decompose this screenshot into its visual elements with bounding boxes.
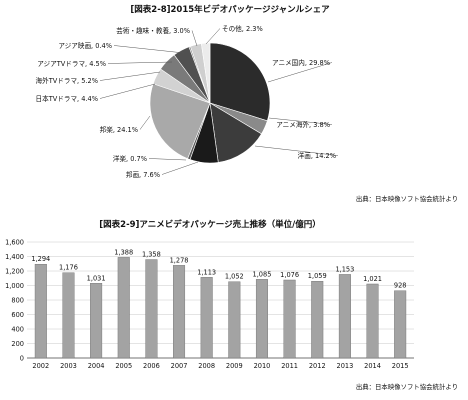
bar-value-label: 1,294 xyxy=(31,255,50,263)
pie-chart-title: [図表2-8]2015年ビデオパッケージジャンルシェア xyxy=(130,4,330,15)
x-tick-label: 2011 xyxy=(281,362,298,370)
bar xyxy=(117,257,130,359)
x-tick-label: 2004 xyxy=(88,362,105,370)
bar-chart: [図表2-9]アニメビデオパッケージ売上推移（単位/億円） 0 200 400 600… xyxy=(5,219,458,391)
x-tick-label: 2009 xyxy=(226,362,243,370)
x-tick-label: 2006 xyxy=(143,362,160,370)
pie-slice-label: 邦画, 7.6% xyxy=(126,170,160,179)
pie-leader-line xyxy=(267,62,333,83)
x-tick-label: 2005 xyxy=(115,362,132,370)
pie-leader-line xyxy=(107,61,173,64)
bar xyxy=(338,274,351,359)
pie-slice xyxy=(149,83,211,160)
y-tick-label: 400 xyxy=(11,325,24,333)
pie-slice-label: アニメ国内, 29.8% xyxy=(272,58,330,67)
bar-chart-title: [図表2-9]アニメビデオパッケージ売上推移（単位/億円） xyxy=(99,219,320,230)
x-tick-label: 2007 xyxy=(171,362,188,370)
bar-value-label: 1,059 xyxy=(308,272,327,280)
pie-slice xyxy=(209,42,271,122)
bar-value-label: 1,085 xyxy=(253,270,272,278)
y-tick-label: 1,400 xyxy=(5,253,24,261)
pie-slice-label: 芸術・趣味・教養, 3.0% xyxy=(116,26,190,35)
pie-slice-label: 海外TVドラマ, 5.2% xyxy=(36,76,98,85)
pie-leader-line xyxy=(139,115,151,130)
bar-chart-x-axis: 2002 2003 2004 2005 2006 2007 2008 2009 2010 2011… xyxy=(32,362,408,370)
y-tick-label: 600 xyxy=(11,311,24,319)
bar-value-label: 1,388 xyxy=(114,248,133,256)
bar-value-label: 1,358 xyxy=(142,251,161,259)
bar xyxy=(255,279,268,359)
pie-leader-lines xyxy=(99,28,339,175)
pie-leader-line xyxy=(191,30,198,47)
pie-leader-line xyxy=(113,45,185,54)
pie-slice-label: 洋画, 14.2% xyxy=(298,151,336,160)
x-tick-label: 2002 xyxy=(32,362,49,370)
pie-slice-labels: アニメ国内, 29.8% アニメ海外, 3.8% 洋画, 14.2% 邦画, 7.6%… xyxy=(36,24,336,179)
y-tick-label: 800 xyxy=(11,296,24,304)
pie-slice xyxy=(201,42,211,104)
pie-leader-line xyxy=(99,71,161,81)
bar xyxy=(90,283,103,359)
bar xyxy=(200,277,213,359)
bar xyxy=(366,283,379,359)
x-tick-label: 2015 xyxy=(392,362,409,370)
pie-chart-source: 出典：日本映像ソフト協会統計より xyxy=(356,194,458,203)
pie-slice-label: 日本TVドラマ, 4.4% xyxy=(36,94,98,103)
bar-value-label: 1,113 xyxy=(197,268,216,276)
bar-value-label: 1,153 xyxy=(335,265,354,273)
bar-value-label: 1,278 xyxy=(170,256,189,264)
pie-leader-line xyxy=(161,161,199,175)
x-tick-label: 2003 xyxy=(60,362,77,370)
bar-value-label: 1,021 xyxy=(363,275,382,283)
pie-slices xyxy=(149,42,271,164)
bar xyxy=(394,290,407,359)
bar xyxy=(311,281,324,359)
bar-value-label: 1,031 xyxy=(87,274,106,282)
pie-slice-label: アニメ海外, 3.8% xyxy=(276,120,330,129)
bar-chart-source: 出典：日本映像ソフト協会統計より xyxy=(356,382,458,391)
pie-slice-label: アジア映画, 0.4% xyxy=(58,41,112,50)
x-tick-label: 2012 xyxy=(309,362,326,370)
bar xyxy=(34,263,47,359)
bar xyxy=(145,259,158,359)
x-tick-label: 2013 xyxy=(337,362,354,370)
bar-chart-y-axis: 0 200 400 600 800 1,000 1,200 1,400 1,600 xyxy=(5,238,24,362)
pie-slice-label: その他, 2.3% xyxy=(222,24,263,33)
bar xyxy=(283,279,296,359)
bar-value-label: 1,176 xyxy=(59,264,78,272)
y-tick-label: 1,200 xyxy=(5,267,24,275)
pie-slice-label: 邦楽, 24.1% xyxy=(100,125,138,134)
x-tick-label: 2014 xyxy=(364,362,381,370)
pie-leader-line xyxy=(205,28,221,45)
pie-leader-line xyxy=(148,158,187,161)
bar-value-label: 1,052 xyxy=(225,273,244,281)
bar-chart-bars xyxy=(34,257,407,359)
bar xyxy=(173,265,186,359)
x-tick-label: 2010 xyxy=(254,362,271,370)
y-tick-label: 0 xyxy=(20,354,24,362)
y-tick-label: 1,000 xyxy=(5,282,24,290)
y-tick-label: 1,600 xyxy=(5,238,24,246)
pie-leader-line xyxy=(99,83,156,99)
bar-value-label: 1,076 xyxy=(280,271,299,279)
pie-chart: [図表2-8]2015年ビデオパッケージジャンルシェア アニメ国内, 29.8%… xyxy=(36,4,458,203)
bar-chart-value-labels: 1,294 1,176 1,031 1,388 1,358 1,278 1,113 1,052… xyxy=(31,248,406,289)
bar-chart-gridlines xyxy=(27,241,414,359)
pie-leader-line xyxy=(254,145,339,156)
pie-leader-line xyxy=(268,117,333,125)
pie-slice xyxy=(209,102,262,163)
pie-slice-label: 洋楽, 0.7% xyxy=(113,154,147,163)
bar xyxy=(62,272,75,359)
pie-slice-label: アジアTVドラマ, 4.5% xyxy=(37,60,106,68)
x-tick-label: 2008 xyxy=(198,362,215,370)
bar xyxy=(228,281,241,359)
y-tick-label: 200 xyxy=(11,340,24,348)
bar-value-label: 928 xyxy=(394,282,407,290)
